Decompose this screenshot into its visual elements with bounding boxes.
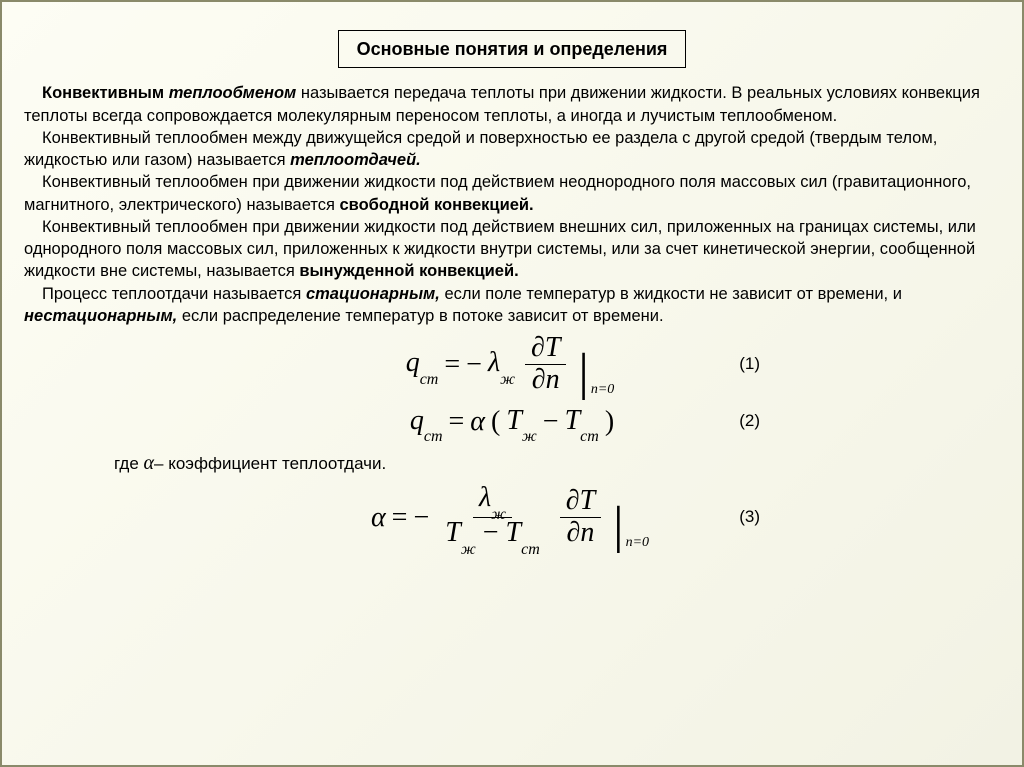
para5-c: если распределение температур в потоке з… [177,307,663,325]
equation-3-number: (3) [739,506,760,529]
equation-2-number: (2) [739,410,760,433]
sym-dn: ∂n [526,365,566,396]
sym-eq2: = [449,403,465,441]
page-title: Основные понятия и определения [338,30,687,68]
sym-q: q [406,347,420,378]
term-teplootdacha: теплоотдачей. [290,151,421,169]
sym-eq: = [444,346,460,384]
sym-lambda: λ [488,347,500,378]
paragraph-4: Конвективный теплообмен при движении жид… [24,216,1000,283]
where-text: – коэффициент теплоотдачи. [154,454,386,473]
sym-sub-cm: ст [420,371,439,388]
sym-sub-zh3: ж [491,506,506,523]
sym-T2: T [565,405,581,436]
sym-sub-zh: ж [500,371,515,388]
sym-alpha3: α [371,499,386,537]
where-alpha: α [144,452,155,474]
sym-lambda3: λ [479,482,491,513]
para2-text: Конвективный теплообмен между движущейся… [24,129,937,169]
paragraph-3: Конвективный теплообмен при движении жид… [24,171,1000,216]
term-nonstationary: нестационарным, [24,307,177,325]
term-italic: теплообменом [169,84,297,102]
sym-T1: T [506,405,522,436]
sym-rpar: ) [605,403,614,441]
sym-T4: T [506,517,522,548]
sym-sub-zh2: ж [522,428,537,445]
para5-a: Процесс теплоотдачи называется [42,285,306,303]
equation-1-number: (1) [739,353,760,376]
sym-sub-cm4: ст [521,541,540,558]
sym-minus2: − [543,403,559,441]
sym-T3: T [445,517,461,548]
sym-dT3: ∂T [560,486,601,518]
term-free-convection: свободной конвекцией. [340,196,534,214]
where-line: где α– коэффициент теплоотдачи. [114,450,1000,477]
sym-dn3: ∂n [561,518,601,549]
sym-minus3: − [413,499,429,537]
sym-q2: q [410,405,424,436]
equation-1: qст = − λж ∂T ∂n |n=0 (1) [24,333,1000,396]
paragraph-5: Процесс теплоотдачи называется стационар… [24,283,1000,328]
sym-sub-cm3: ст [580,428,599,445]
sym-minus: − [466,346,482,384]
sym-dT: ∂T [525,333,566,365]
para5-b: если поле температур в жидкости не завис… [440,285,902,303]
sym-alpha: α [470,403,485,441]
sym-sub-zh4: ж [461,541,476,558]
term-forced-convection: вынужденной конвекцией. [299,262,518,280]
equation-2: qст = α ( Tж − Tст ) (2) [24,402,1000,442]
paragraph-2: Конвективный теплообмен между движущейся… [24,127,1000,172]
sym-sub-cm2: ст [424,428,443,445]
sym-eq3: = [392,499,408,537]
sym-lpar: ( [491,403,500,441]
sym-n0: n=0 [591,381,614,400]
term-stationary: стационарным, [306,285,440,303]
where-prefix: где [114,454,144,473]
sym-n0-3: n=0 [626,534,649,553]
equation-3: α = − λж Tж − Tст ∂T ∂n |n=0 (3) [24,483,1000,552]
paragraph-1: Конвективным теплообменом называется пер… [24,82,1000,127]
term-bold: Конвективным [42,84,164,102]
